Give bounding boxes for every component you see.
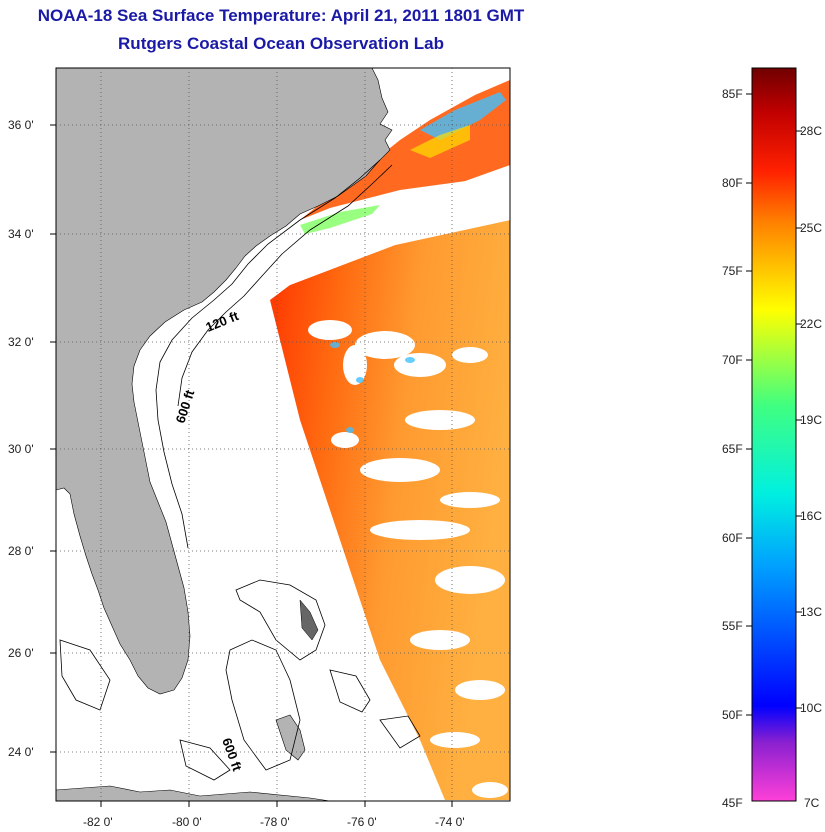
colorbar-label-85f: 85F — [722, 87, 743, 101]
colorbar-label-80f: 80F — [722, 176, 743, 190]
colorbar-label-19c: 19C — [800, 413, 823, 427]
colorbar — [751, 67, 797, 802]
colorbar-label-50f: 50F — [722, 708, 743, 722]
colorbar-label-10c: 10C — [800, 701, 823, 715]
axis-ticks — [50, 124, 453, 807]
colorbar-label-55f: 55F — [722, 619, 743, 633]
colorbar-label-70f: 70F — [722, 353, 743, 367]
colorbar-ticks — [746, 93, 802, 716]
land-islands — [56, 714, 331, 801]
bathymetry-contours — [59, 159, 421, 781]
lat-label-32: 32 0' — [8, 335, 34, 349]
colorbar-label-25c: 25C — [800, 221, 823, 235]
map-frame — [55, 67, 511, 802]
lat-label-28: 28 0' — [8, 544, 34, 558]
colorbar-label-60f: 60F — [722, 531, 743, 545]
colorbar-label-65f: 65F — [722, 442, 743, 456]
map-title: NOAA-18 Sea Surface Temperature: April 2… — [37, 6, 525, 25]
lat-label-24: 24 0' — [8, 745, 34, 759]
colorbar-label-28c: 28C — [800, 124, 823, 138]
lon-label-80: -80 0' — [172, 815, 202, 829]
colorbar-label-13c: 13C — [800, 605, 823, 619]
land-southeast-us — [56, 68, 393, 695]
lat-label-36: 36 0' — [8, 118, 34, 132]
map-subtitle: Rutgers Coastal Ocean Observation Lab — [118, 34, 444, 53]
colorbar-label-75f: 75F — [722, 264, 743, 278]
colorbar-label-7c: 7C — [804, 796, 820, 810]
lat-label-26: 26 0' — [8, 646, 34, 660]
colorbar-label-16c: 16C — [800, 509, 823, 523]
colorbar-label-22c: 22C — [800, 317, 823, 331]
lon-label-74: -74 0' — [435, 815, 465, 829]
lon-label-76: -76 0' — [347, 815, 377, 829]
lon-label-78: -78 0' — [260, 815, 290, 829]
lat-label-30: 30 0' — [8, 442, 34, 456]
colorbar-label-45f: 45F — [722, 796, 743, 810]
map-area — [56, 68, 510, 801]
lat-label-34: 34 0' — [8, 227, 34, 241]
lon-label-82: -82 0' — [83, 815, 113, 829]
